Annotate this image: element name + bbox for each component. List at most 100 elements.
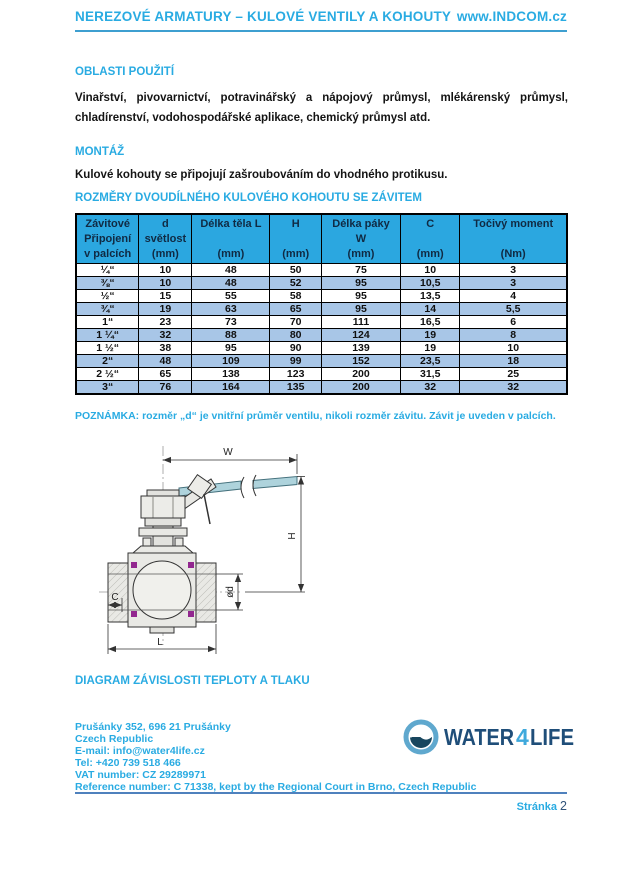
logo-word-life: LIFE [530,724,574,750]
valve-ball [132,560,192,620]
table-cell: 63 [191,302,271,316]
col-header-moment: Točivý moment (Nm) [459,213,568,264]
table-cell: 10 [459,341,568,355]
table-cell: 200 [320,380,402,395]
table-cell: 1 ½“ [75,341,140,355]
table-cell: 10 [400,263,461,277]
table-cell: 13,5 [400,289,461,303]
heading-oblasti-pouziti: OBLASTI POUŽITÍ [75,66,175,78]
table-cell: 3 [459,276,568,290]
table-cell: 1“ [75,315,140,329]
table-cell: 75 [320,263,402,277]
table-row: ⅜“ 10 48 52 95 10,5 3 [75,276,568,290]
table-cell: ¾“ [75,302,140,316]
table-cell: 70 [269,315,322,329]
table-cell: ⅜“ [75,276,140,290]
dimension-od [216,573,243,611]
dimension-w [163,454,298,474]
footer-line: Prušánky 352, 696 21 Prušánky [75,721,231,733]
table-header-row: Závitové Připojení v palcích d světlost … [75,213,568,264]
table-cell: 58 [269,289,322,303]
table-cell: 15 [138,289,193,303]
dimension-h [245,476,305,593]
col-header-delka-tela: Délka těla L (mm) [191,213,271,264]
table-cell: 200 [320,367,402,381]
table-cell: 19 [400,328,461,342]
table-cell: 31,5 [400,367,461,381]
dimension-c [108,598,123,612]
table-cell: 10,5 [400,276,461,290]
table-cell: 73 [191,315,271,329]
table-cell: 23 [138,315,193,329]
valve-body [107,552,217,634]
table-cell: 50 [269,263,322,277]
page-number: Stránka 2 [75,799,567,813]
table-row: 1 ½“ 38 95 90 139 19 10 [75,341,568,355]
col-header-pripojeni: Závitové Připojení v palcích [75,213,140,264]
col-header-h: H (mm) [269,213,322,264]
break-mark-icon [240,474,257,499]
table-cell: 124 [320,328,402,342]
montaz-paragraph: Kulové kohouty se připojují zašroubování… [75,169,448,181]
table-row: 3“ 76 164 135 200 32 32 [75,380,568,395]
lever-pin [203,493,211,525]
table-cell: 135 [269,380,322,395]
col-header-svetlost: d světlost (mm) [138,213,193,264]
header-title: NEREZOVÉ ARMATURY – KULOVÉ VENTILY A KOH… [75,9,452,24]
table-cell: 138 [191,367,271,381]
table-cell: 19 [138,302,193,316]
table-cell: 14 [400,302,461,316]
footer-line: VAT number: CZ 29289971 [75,768,206,781]
table-cell: ¼“ [75,263,140,277]
table-cell: 80 [269,328,322,342]
table-cell: ½“ [75,289,140,303]
footer-line: Reference number: C 71338, kept by the R… [75,780,477,793]
table-cell: 32 [138,328,193,342]
table-row: ½“ 15 55 58 95 13,5 4 [75,289,568,303]
table-cell: 123 [269,367,322,381]
table-cell: 19 [400,341,461,355]
table-cell: 3“ [75,380,140,395]
table-cell: 18 [459,354,568,368]
company-logo: WATER 4 LIFE [402,717,577,759]
table-cell: 95 [320,289,402,303]
valve-drawing: W H ød C L [99,446,305,654]
table-cell: 152 [320,354,402,368]
table-cell: 32 [400,380,461,395]
table-cell: 111 [320,315,402,329]
table-cell: 32 [459,380,568,395]
table-cell: 65 [269,302,322,316]
table-row: 1“ 23 73 70 111 16,5 6 [75,315,568,329]
table-cell: 48 [191,263,271,277]
table-cell: 95 [320,276,402,290]
table-row: ¾“ 19 63 65 95 14 5,5 [75,302,568,316]
dimension-w-label: W [223,447,233,458]
table-cell: 88 [191,328,271,342]
table-cell: 6 [459,315,568,329]
footer-line: Tel: +420 739 518 466 [75,756,181,769]
table-row: ¼“ 10 48 50 75 10 3 [75,263,568,277]
lever-clamp [186,473,213,500]
heading-montaz: MONTÁŽ [75,146,125,158]
heading-rozmery: ROZMĚRY DVOUDÍLNÉHO KULOVÉHO KOHOUTU SE … [75,192,422,204]
dimension-h-label: H [287,532,298,539]
table-cell: 10 [138,276,193,290]
page-number-label: Stránka [516,801,557,813]
table-cell: 65 [138,367,193,381]
table-body: ¼“ 10 48 50 75 10 3 ⅜“ 10 48 52 95 10,5 3 ½“ 15 55 58 95 13… [75,263,568,395]
table-cell: 95 [320,302,402,316]
header-site-link[interactable]: www.INDCOM.cz [456,9,567,24]
logo-word-water: WATER [444,724,514,750]
footer-email-link[interactable]: E-mail: info@water4life.cz [75,744,205,757]
table-cell: 109 [191,354,271,368]
table-cell: 139 [320,341,402,355]
table-cell: 55 [191,289,271,303]
table-cell: 5,5 [459,302,568,316]
table-cell: 1 ¼“ [75,328,140,342]
note-text: POZNÁMKA: rozměr „d“ je vnitřní průměr v… [75,410,556,422]
table-row: 2“ 48 109 99 152 23,5 18 [75,354,568,368]
valve-stem-assembly [131,489,195,554]
ball-seals [131,562,194,617]
table-cell: 48 [138,354,193,368]
table-cell: 2“ [75,354,140,368]
